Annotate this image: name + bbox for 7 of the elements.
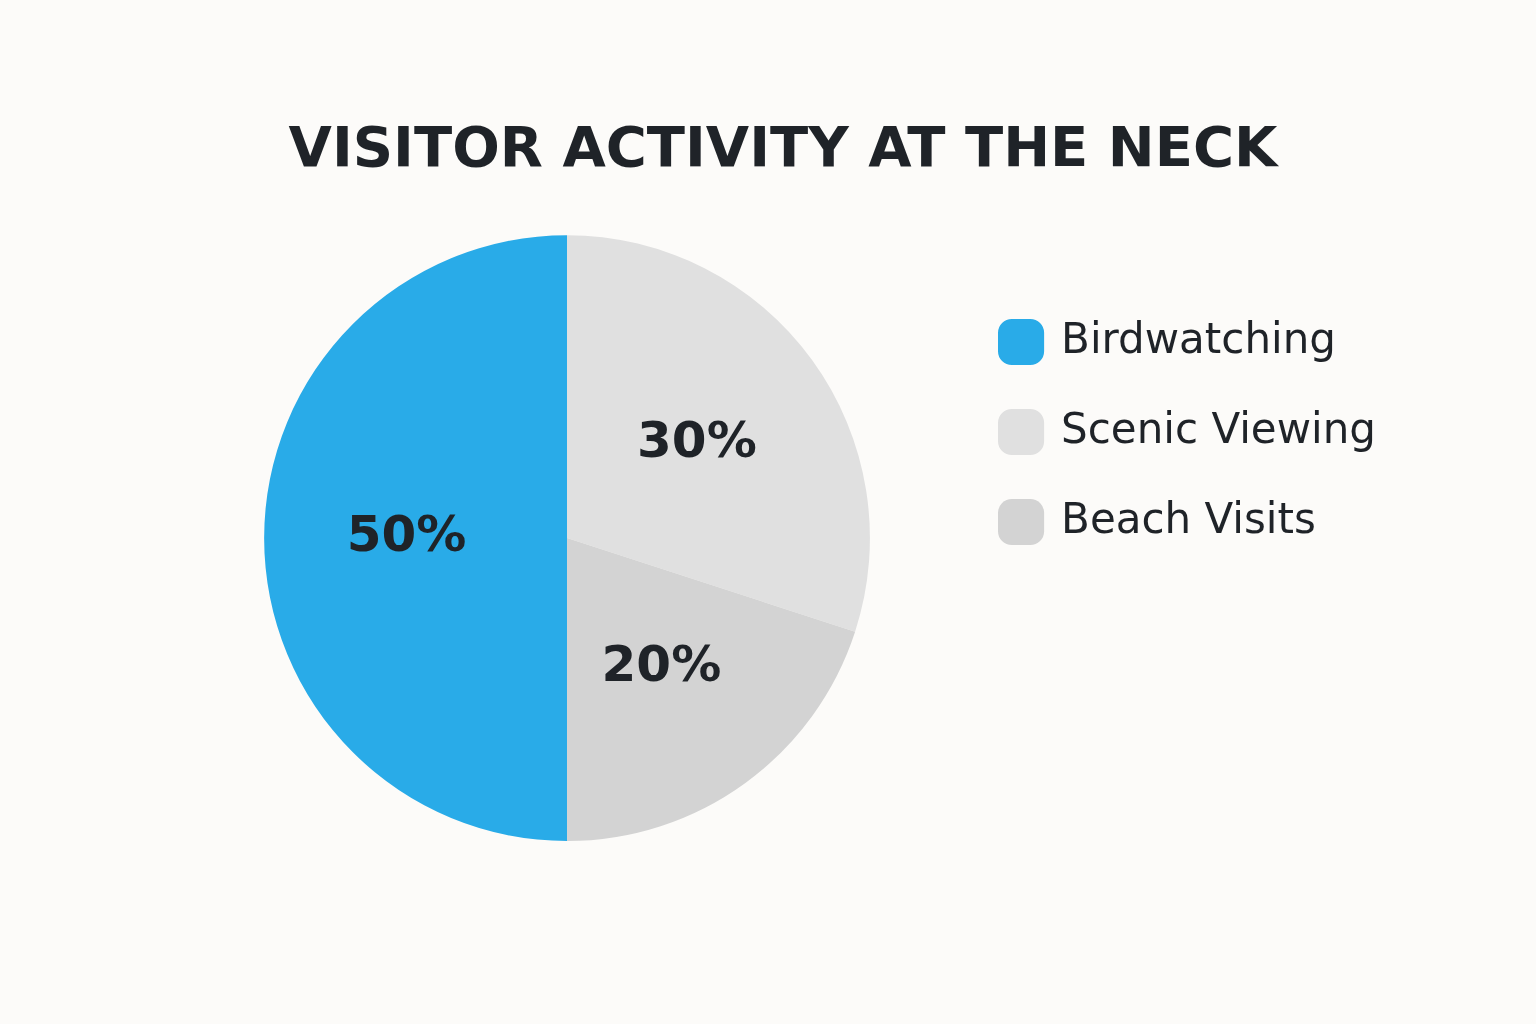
chart-title: VISITOR ACTIVITY AT THE NECK bbox=[288, 114, 1280, 180]
legend-label: Birdwatching bbox=[1061, 313, 1336, 363]
data-label: 50% bbox=[346, 505, 467, 564]
data-label: 20% bbox=[601, 634, 722, 693]
legend-label: Scenic Viewing bbox=[1061, 403, 1377, 453]
legend-label: Beach Visits bbox=[1061, 493, 1316, 543]
data-label: 30% bbox=[637, 410, 757, 469]
